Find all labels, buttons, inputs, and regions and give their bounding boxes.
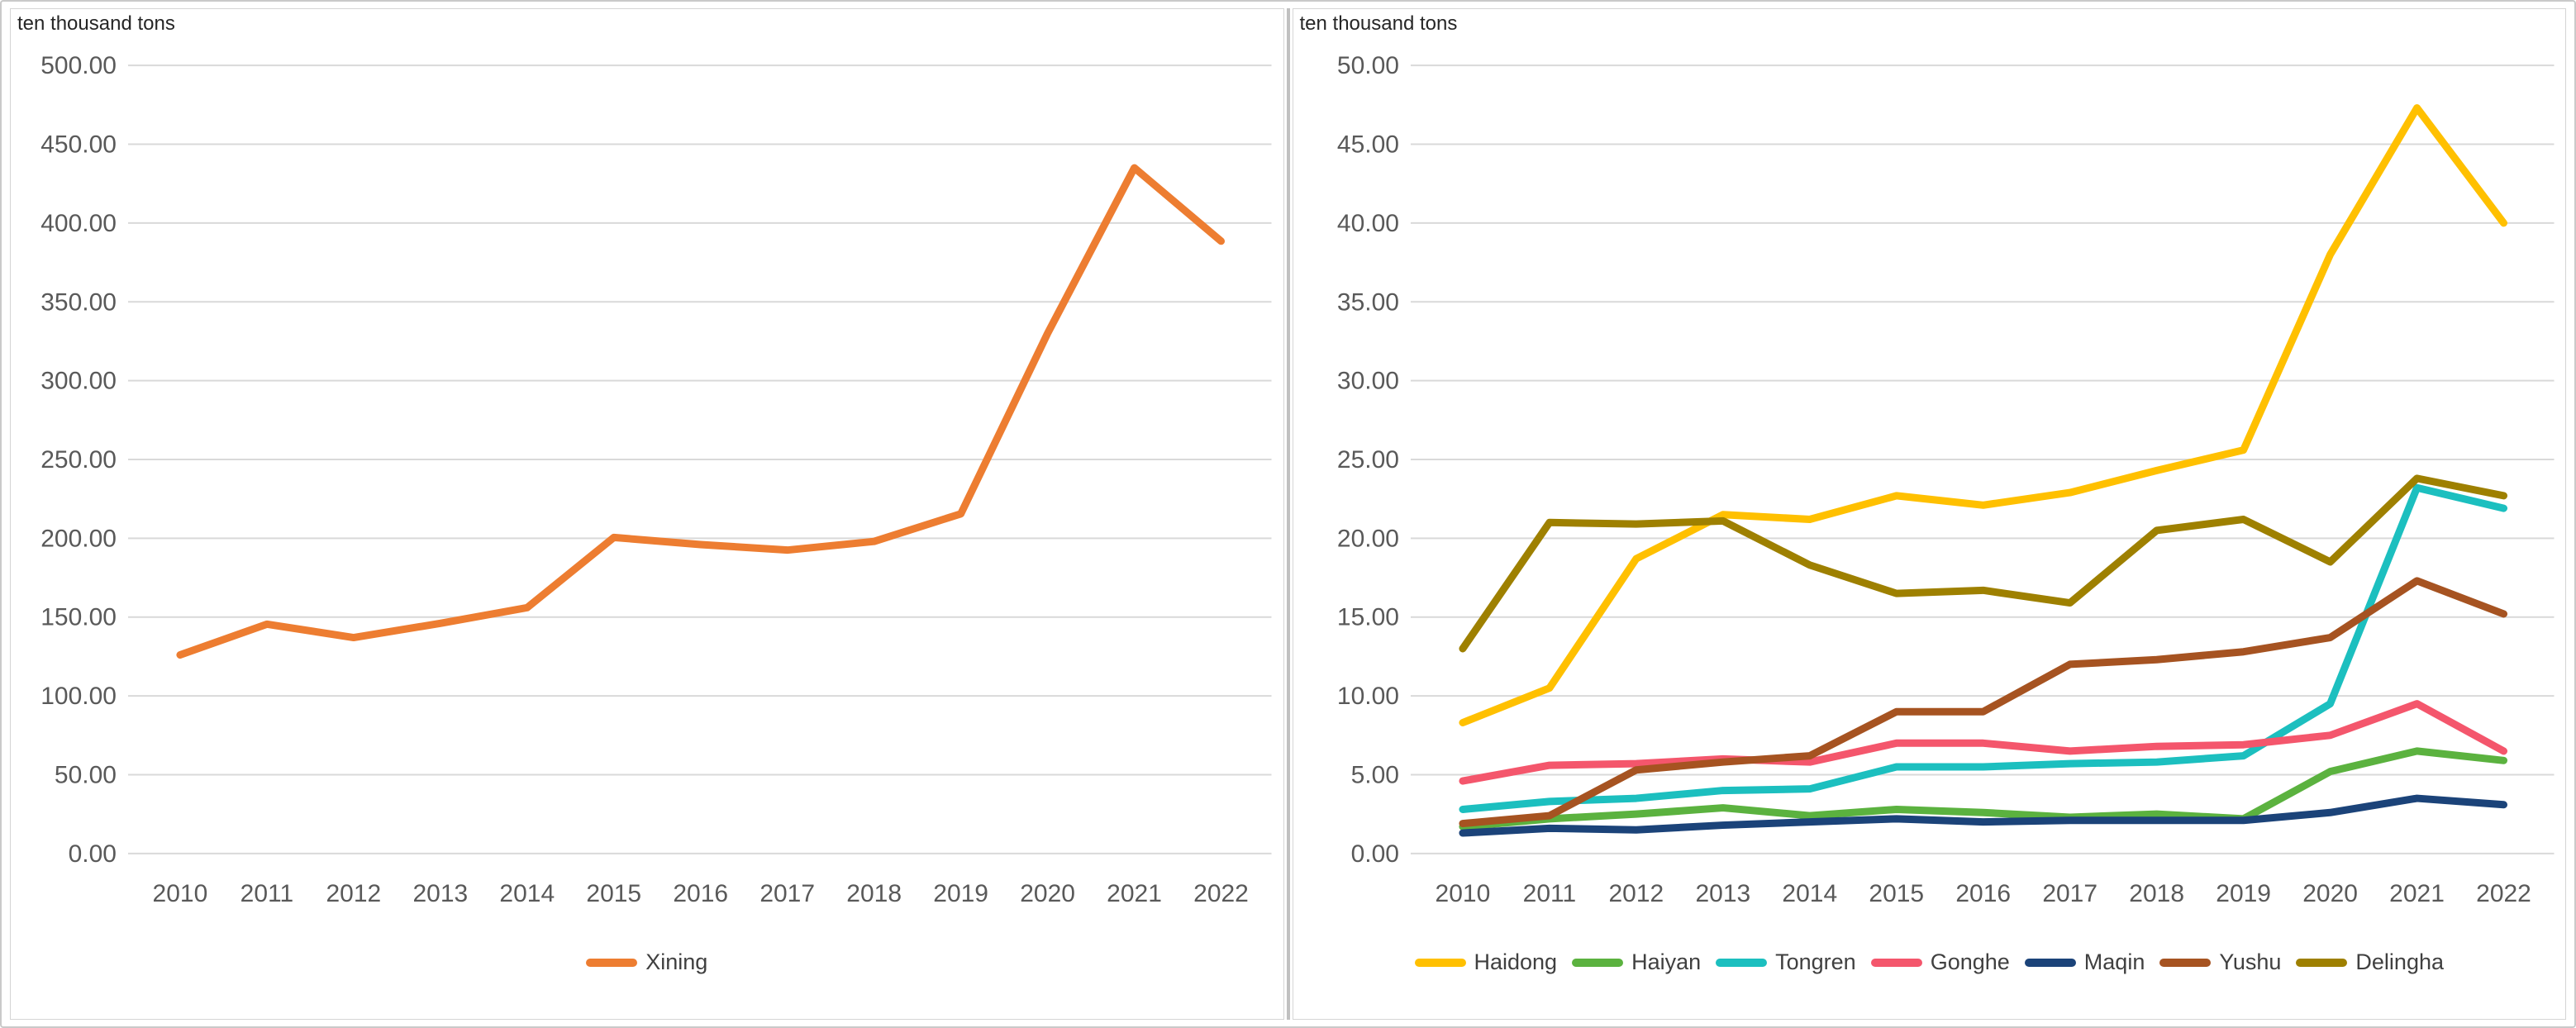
x-tick-label: 2016	[1955, 880, 2011, 907]
legend-item-xining: Xining	[586, 949, 707, 975]
x-tick-label: 2015	[1869, 880, 1924, 907]
legend-item-maqin: Maqin	[2024, 949, 2145, 975]
legend-item-delingha: Delingha	[2296, 949, 2444, 975]
y-tick-label: 35.00	[1336, 288, 1398, 316]
series-line-maqin	[1458, 794, 2507, 837]
legend-swatch-gonghe	[1870, 958, 1922, 967]
series-line-gonghe	[1458, 700, 2507, 785]
y-tick-label: 150.00	[40, 604, 117, 631]
x-tick-label: 2010	[1435, 880, 1490, 907]
x-tick-label: 2014	[1782, 880, 1837, 907]
y-tick-label: 25.00	[1336, 446, 1398, 474]
y-tick-label: 350.00	[40, 288, 117, 316]
x-tick-label: 2012	[326, 880, 382, 907]
x-tick-label: 2018	[2129, 880, 2184, 907]
series-line-delingha	[1458, 474, 2507, 653]
x-tick-label: 2021	[1107, 880, 1162, 907]
panel-divider	[1286, 8, 1290, 1020]
y-axis-unit-label-right: ten thousand tons	[1299, 12, 1458, 35]
legend-item-haiyan: Haiyan	[1572, 949, 1701, 975]
y-tick-label: 500.00	[40, 52, 117, 79]
legend-left: Xining	[11, 941, 1283, 1019]
legend-swatch-haiyan	[1572, 958, 1624, 967]
x-tick-label: 2012	[1608, 880, 1664, 907]
y-tick-label: 300.00	[40, 368, 117, 395]
legend-label: Delingha	[2355, 949, 2444, 974]
y-tick-label: 5.00	[1350, 761, 1398, 788]
legend-swatch-xining	[586, 958, 638, 967]
y-tick-label: 0.00	[1350, 840, 1398, 868]
x-tick-label: 2011	[240, 880, 293, 907]
y-tick-label: 10.00	[1336, 683, 1398, 710]
series-line-yushu	[1458, 577, 2507, 828]
legend-swatch-delingha	[2296, 958, 2348, 967]
legend-right: Haidong Haiyan Tongren Gonghe Maqin Yushu Deli…	[1293, 941, 2566, 1019]
x-tick-label: 2022	[1193, 880, 1249, 907]
x-tick-label: 2020	[1020, 880, 1075, 907]
legend-label: Yushu	[2219, 949, 2282, 974]
y-tick-label: 30.00	[1336, 368, 1398, 395]
y-tick-label: 45.00	[1336, 131, 1398, 159]
legend-label: Gonghe	[1930, 949, 2010, 974]
series-line-xining	[176, 164, 1226, 659]
y-tick-label: 100.00	[40, 683, 117, 710]
series-line-haiyan	[1458, 747, 2507, 830]
legend-swatch-yushu	[2159, 958, 2212, 967]
x-tick-label: 2019	[933, 880, 988, 907]
y-tick-label: 50.00	[55, 761, 117, 788]
y-tick-label: 450.00	[40, 131, 117, 159]
x-tick-label: 2022	[2476, 880, 2531, 907]
x-tick-label: 2013	[412, 880, 468, 907]
x-tick-label: 2020	[2302, 880, 2358, 907]
x-tick-label: 2021	[2389, 880, 2445, 907]
x-tick-label: 2011	[1522, 880, 1575, 907]
legend-swatch-maqin	[2024, 958, 2076, 967]
x-tick-label: 2016	[673, 880, 728, 907]
x-tick-label: 2013	[1695, 880, 1750, 907]
x-tick-label: 2017	[2042, 880, 2097, 907]
x-tick-label: 2014	[499, 880, 555, 907]
line-plot-right: 50.00 45.00 40.00 35.00 30.00 25.00 20.00 15.00…	[1336, 52, 2555, 907]
x-tick-label: 2010	[153, 880, 208, 907]
y-tick-label: 15.00	[1336, 604, 1398, 631]
x-tick-label: 2018	[846, 880, 902, 907]
y-tick-label: 400.00	[40, 210, 117, 237]
x-tick-label: 2017	[759, 880, 815, 907]
legend-item-tongren: Tongren	[1716, 949, 1856, 975]
legend-label: Maqin	[2083, 949, 2145, 974]
series-line-haidong	[1458, 104, 2507, 727]
legend-label: Xining	[645, 949, 708, 974]
y-tick-label: 50.00	[1336, 52, 1398, 79]
legend-label: Haiyan	[1631, 949, 1702, 974]
legend-swatch-haidong	[1414, 958, 1466, 967]
y-tick-label: 40.00	[1336, 210, 1398, 237]
x-tick-label: 2015	[586, 880, 641, 907]
chart-panel-right: ten thousand tons 50.00 45.00 40.00 35.00 30…	[1292, 8, 2566, 1020]
legend-item-haidong: Haidong	[1414, 949, 1558, 975]
series-line-tongren	[1458, 483, 2507, 813]
y-tick-label: 250.00	[40, 446, 117, 474]
x-tick-label: 2019	[2216, 880, 2271, 907]
legend-label: Tongren	[1775, 949, 1856, 974]
y-tick-label: 0.00	[69, 840, 117, 868]
legend-item-gonghe: Gonghe	[1870, 949, 2010, 975]
y-tick-label: 20.00	[1336, 525, 1398, 552]
line-plot-left: 500.00 450.00 400.00 350.00 300.00 250.00 200.…	[40, 52, 1272, 907]
legend-label: Haidong	[1474, 949, 1558, 974]
chart-panel-left: ten thousand tons 500.00 450.00 400.00 350.…	[10, 8, 1284, 1020]
legend-item-yushu: Yushu	[2159, 949, 2281, 975]
y-tick-label: 200.00	[40, 525, 117, 552]
legend-swatch-tongren	[1716, 958, 1768, 967]
y-axis-unit-label-left: ten thousand tons	[17, 12, 175, 35]
